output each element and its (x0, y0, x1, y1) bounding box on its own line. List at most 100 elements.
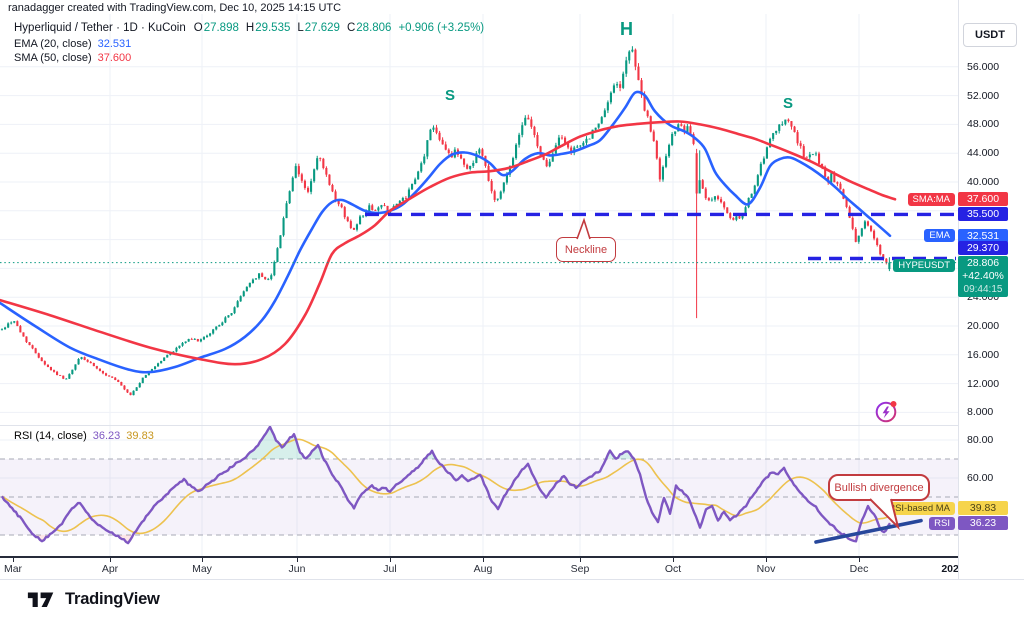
bullish-divergence-tail (869, 498, 900, 531)
rsi-ma-line[interactable] (1, 438, 891, 535)
time-tick-mark (390, 558, 391, 562)
time-tick-mark (580, 558, 581, 562)
time-tick-mark (202, 558, 203, 562)
time-tick-mark (766, 558, 767, 562)
rsi-ma-axis-label: RSI-based MA 39.83 (0, 501, 1008, 516)
rsi-line[interactable] (0, 425, 891, 545)
ema-price-label: EMA 32.531 (0, 228, 1008, 243)
sma-tag: SMA:MA (907, 192, 955, 206)
change-value: +0.906 (+3.25%) (398, 22, 485, 34)
open-value: 27.898 (203, 22, 239, 34)
time-tick: Aug (473, 563, 493, 575)
candlesticks (0, 46, 891, 396)
rsi-tick: 60.00 (967, 472, 994, 484)
price-tick: 44.000 (967, 147, 1000, 160)
symbol-legend-row[interactable]: Hyperliquid / Tether · 1D · KuCoin O 27.8… (14, 19, 484, 37)
time-tick: Nov (756, 563, 776, 575)
bar-countdown: 09:44:15 (963, 283, 1003, 295)
pane-divider[interactable] (0, 425, 1024, 426)
rsi-ma-value: 39.83 (126, 430, 154, 442)
time-tick: Sep (570, 563, 590, 575)
ema-value: 32.531 (97, 38, 132, 50)
right-shoulder-label: S (783, 95, 794, 112)
time-tick: Jul (383, 563, 397, 575)
time-tick: Dec (849, 563, 869, 575)
rsi-tag: RSI (929, 516, 955, 530)
support-price-label: 29.370 (0, 240, 1008, 255)
last-price: 28.806 (966, 256, 1000, 269)
ema-legend-row[interactable]: EMA (20, close) 32.531 (14, 37, 484, 51)
rsi-box: 36.23 (958, 516, 1008, 531)
tradingview-logo[interactable]: TradingView (26, 589, 160, 610)
sma-line[interactable] (0, 120, 897, 366)
sma-label: SMA (50, close) (14, 52, 92, 64)
rsi-oversold-fill (34, 535, 856, 544)
high-value: 29.535 (255, 22, 291, 34)
neckline-price-box: 35.500 (958, 207, 1008, 222)
time-tick-mark (483, 558, 484, 562)
support-price-box: 29.370 (958, 240, 1008, 255)
bullish-divergence-text: Bullish divergence (834, 481, 924, 494)
neckline-price-label: 35.500 (0, 207, 1008, 222)
divergence-trendline[interactable] (814, 518, 923, 544)
sma-value: 37.600 (97, 52, 132, 64)
neckline-callout-tail (576, 217, 591, 240)
ohlc-values: O 27.898 H 29.535 L 27.629 C 28.806 (193, 22, 392, 34)
low-value: 27.629 (304, 22, 340, 34)
symbol-tag: HYPEUSDT (893, 258, 955, 272)
rsi-axis-label: RSI 36.23 (0, 516, 1008, 531)
currency-button[interactable]: USDT (963, 23, 1017, 47)
neckline-callout-text: Neckline (564, 243, 608, 256)
price-tick: 56.000 (967, 60, 1000, 73)
tradingview-logo-text: TradingView (65, 590, 160, 608)
left-shoulder-label: S (445, 87, 456, 104)
price-chart-canvas[interactable] (0, 0, 958, 556)
time-tick: Apr (101, 563, 119, 575)
price-tick: 20.000 (967, 320, 1000, 332)
time-tick-mark (110, 558, 111, 562)
time-tick: Mar (3, 563, 23, 575)
time-tick: May (192, 563, 212, 575)
ema-tag: EMA (924, 229, 955, 243)
time-tick-mark (13, 558, 14, 562)
rsi-label: RSI (14, close) (14, 430, 87, 442)
head-label: H (620, 19, 633, 39)
symbol-price-box: 28.806 +42.40% 09:44:15 (958, 255, 1008, 297)
sma-price-box: 37.600 (958, 192, 1008, 207)
bullish-divergence-callout[interactable]: Bullish divergence (828, 474, 930, 531)
ema-line[interactable] (0, 90, 892, 374)
close-value: 28.806 (356, 22, 392, 34)
price-tick: 52.000 (967, 89, 1000, 102)
time-tick: Jun (288, 563, 306, 575)
price-tick: 12.000 (967, 377, 1000, 390)
rsi-ma-box: 39.83 (958, 501, 1008, 516)
time-tick-mark (297, 558, 298, 562)
price-tick: 40.000 (967, 176, 1000, 188)
rsi-value: 36.23 (92, 430, 121, 442)
symbol-legend: Hyperliquid / Tether · 1D · KuCoin O 27.8… (14, 19, 484, 65)
attribution-text: ranadagger created with TradingView.com,… (8, 2, 342, 14)
rsi-tick: 80.00 (967, 434, 994, 446)
ema-label: EMA (20, close) (14, 38, 92, 50)
symbol-price-label: HYPEUSDT 28.806 +42.40% 09:44:15 (0, 255, 1008, 297)
price-tick: 8.000 (967, 406, 994, 419)
time-axis[interactable]: Mar Apr May Jun Jul Aug Sep Oct Nov Dec 2026 (0, 558, 1024, 580)
ema-price-box: 32.531 (958, 228, 1008, 243)
time-tick: Oct (664, 563, 682, 575)
rsi-ma-tag: RSI-based MA (883, 501, 955, 515)
rsi-band (0, 458, 958, 536)
neckline-callout[interactable]: Neckline (556, 217, 616, 262)
rsi-legend-row[interactable]: RSI (14, close) 36.23 39.83 (14, 429, 154, 443)
price-tick: 16.000 (967, 348, 1000, 361)
sma-legend-row[interactable]: SMA (50, close) 37.600 (14, 51, 484, 65)
tradingview-logo-icon (27, 592, 54, 608)
lightning-icon[interactable] (872, 397, 900, 425)
symbol-title: Hyperliquid / Tether · 1D · KuCoin (14, 22, 186, 34)
change-percent: +42.40% (962, 269, 1004, 282)
price-tick: 48.000 (967, 118, 1000, 131)
time-axis-separator (0, 556, 958, 558)
time-tick-mark (859, 558, 860, 562)
sma-price-label: SMA:MA 37.600 (0, 192, 1008, 207)
time-tick-mark (673, 558, 674, 562)
